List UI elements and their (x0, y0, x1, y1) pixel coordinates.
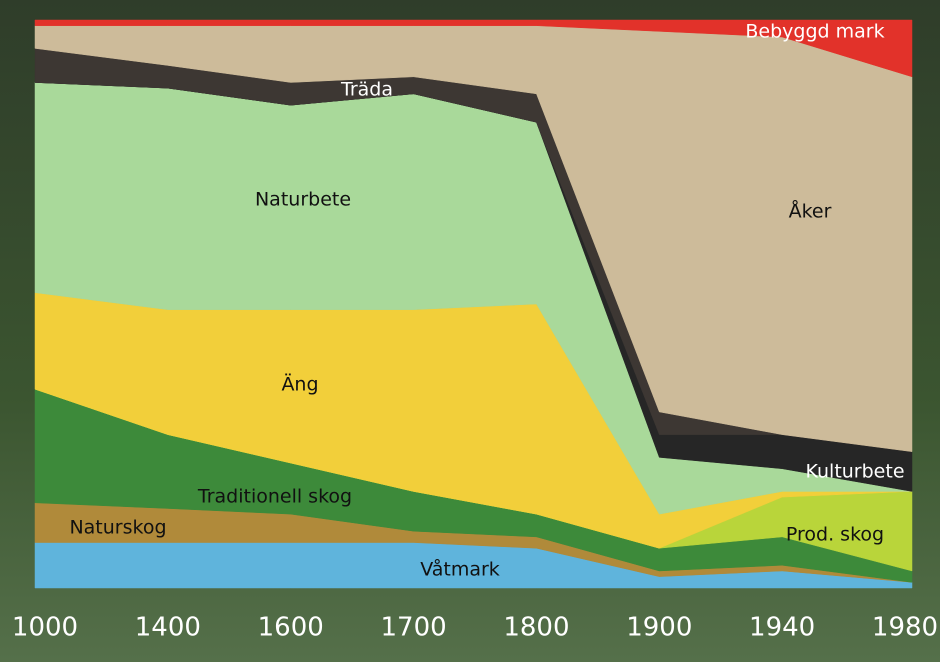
series-label: Naturskog (69, 517, 166, 539)
x-tick-label: 1600 (258, 613, 324, 643)
series-label: Kulturbete (805, 461, 904, 483)
x-tick-label: 1940 (749, 613, 815, 643)
series-label: Åker (789, 200, 832, 223)
series-label: Våtmark (420, 558, 500, 581)
x-tick-label: 1000 (12, 613, 78, 643)
x-tick-label: 1900 (626, 613, 692, 643)
series-label: Äng (281, 373, 318, 396)
x-tick-label: 1400 (135, 613, 201, 643)
series-label: Traditionell skog (197, 486, 352, 508)
page: {"chart_data": {"type": "stacked-area", … (0, 0, 940, 662)
x-tick-label: 1700 (380, 613, 446, 643)
plot-area (35, 20, 912, 588)
x-tick-label: 1800 (503, 613, 569, 643)
chart: Våtmark Naturskog Traditionell skog Prod. s… (0, 0, 940, 662)
series-label: Träda (340, 79, 393, 101)
series-label: Bebyggd mark (745, 21, 884, 43)
series-label: Naturbete (255, 189, 351, 211)
x-tick-label: 1980 (872, 613, 938, 643)
series-label: Prod. skog (786, 524, 884, 546)
